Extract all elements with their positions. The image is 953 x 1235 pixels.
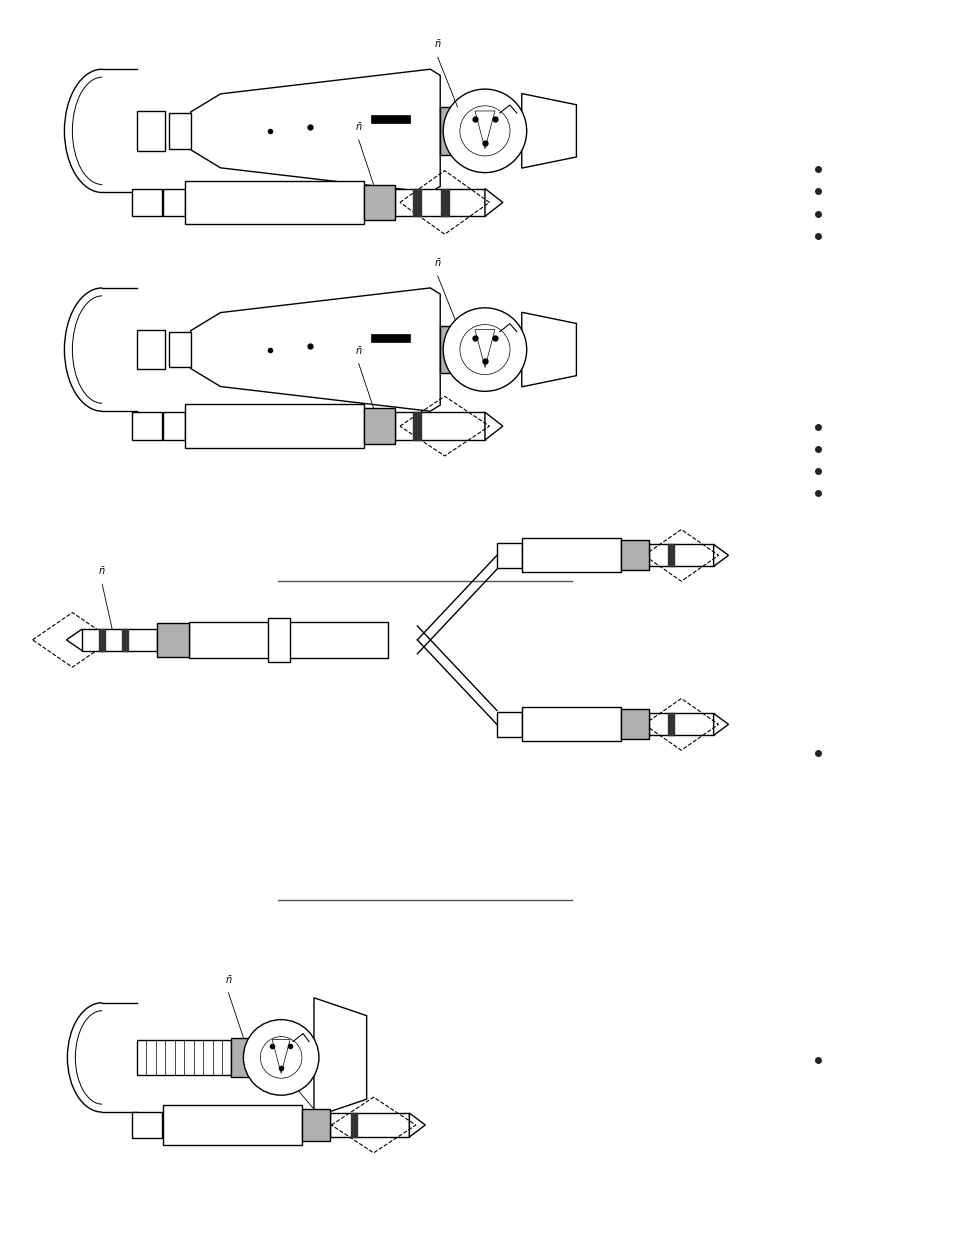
Text: ñ: ñ	[99, 567, 105, 577]
FancyBboxPatch shape	[620, 541, 648, 571]
FancyBboxPatch shape	[302, 1109, 330, 1141]
Polygon shape	[521, 708, 620, 741]
Polygon shape	[521, 312, 576, 387]
Polygon shape	[185, 404, 363, 448]
FancyBboxPatch shape	[620, 709, 648, 740]
FancyBboxPatch shape	[156, 622, 189, 657]
Text: ñ: ñ	[225, 974, 232, 984]
Polygon shape	[521, 538, 620, 572]
Circle shape	[459, 325, 510, 374]
Text: ñ: ñ	[289, 1066, 294, 1076]
FancyBboxPatch shape	[132, 1112, 162, 1137]
Polygon shape	[413, 412, 421, 440]
Polygon shape	[395, 189, 484, 216]
Polygon shape	[99, 629, 105, 651]
Polygon shape	[330, 1113, 409, 1137]
Polygon shape	[67, 640, 82, 651]
Circle shape	[243, 1020, 318, 1095]
FancyBboxPatch shape	[163, 189, 185, 216]
Polygon shape	[667, 545, 673, 567]
Text: ñ: ñ	[355, 122, 361, 132]
Circle shape	[443, 308, 526, 391]
Text: ñ: ñ	[435, 40, 440, 49]
Polygon shape	[351, 1113, 356, 1137]
Polygon shape	[409, 1113, 425, 1137]
Polygon shape	[484, 189, 502, 216]
Polygon shape	[370, 115, 410, 124]
FancyBboxPatch shape	[439, 326, 475, 373]
FancyBboxPatch shape	[169, 332, 191, 368]
Polygon shape	[713, 545, 728, 567]
Polygon shape	[314, 998, 366, 1118]
Polygon shape	[370, 333, 410, 342]
Polygon shape	[191, 288, 439, 411]
Polygon shape	[82, 629, 156, 651]
FancyBboxPatch shape	[169, 112, 191, 148]
Polygon shape	[163, 1105, 302, 1145]
Polygon shape	[189, 622, 387, 658]
FancyBboxPatch shape	[497, 711, 521, 737]
Polygon shape	[268, 618, 290, 662]
Polygon shape	[521, 94, 576, 168]
Polygon shape	[484, 412, 502, 440]
FancyBboxPatch shape	[163, 412, 185, 440]
FancyBboxPatch shape	[132, 189, 162, 216]
FancyBboxPatch shape	[137, 111, 165, 151]
Polygon shape	[122, 629, 128, 651]
Polygon shape	[185, 180, 363, 225]
Polygon shape	[667, 714, 673, 735]
FancyBboxPatch shape	[137, 330, 165, 369]
Circle shape	[443, 89, 526, 173]
Polygon shape	[137, 1040, 232, 1076]
FancyBboxPatch shape	[132, 412, 162, 440]
Polygon shape	[413, 189, 421, 216]
Polygon shape	[395, 412, 484, 440]
Polygon shape	[648, 714, 713, 735]
Polygon shape	[191, 69, 439, 193]
Circle shape	[260, 1036, 301, 1078]
FancyBboxPatch shape	[439, 107, 475, 154]
Circle shape	[459, 106, 510, 156]
FancyBboxPatch shape	[363, 184, 395, 220]
FancyBboxPatch shape	[497, 543, 521, 568]
Polygon shape	[67, 629, 82, 640]
Polygon shape	[440, 189, 449, 216]
Text: ñ: ñ	[435, 258, 440, 268]
FancyBboxPatch shape	[363, 409, 395, 445]
Text: ñ: ñ	[355, 346, 361, 356]
Polygon shape	[648, 545, 713, 567]
Polygon shape	[713, 714, 728, 735]
FancyBboxPatch shape	[232, 1037, 261, 1077]
